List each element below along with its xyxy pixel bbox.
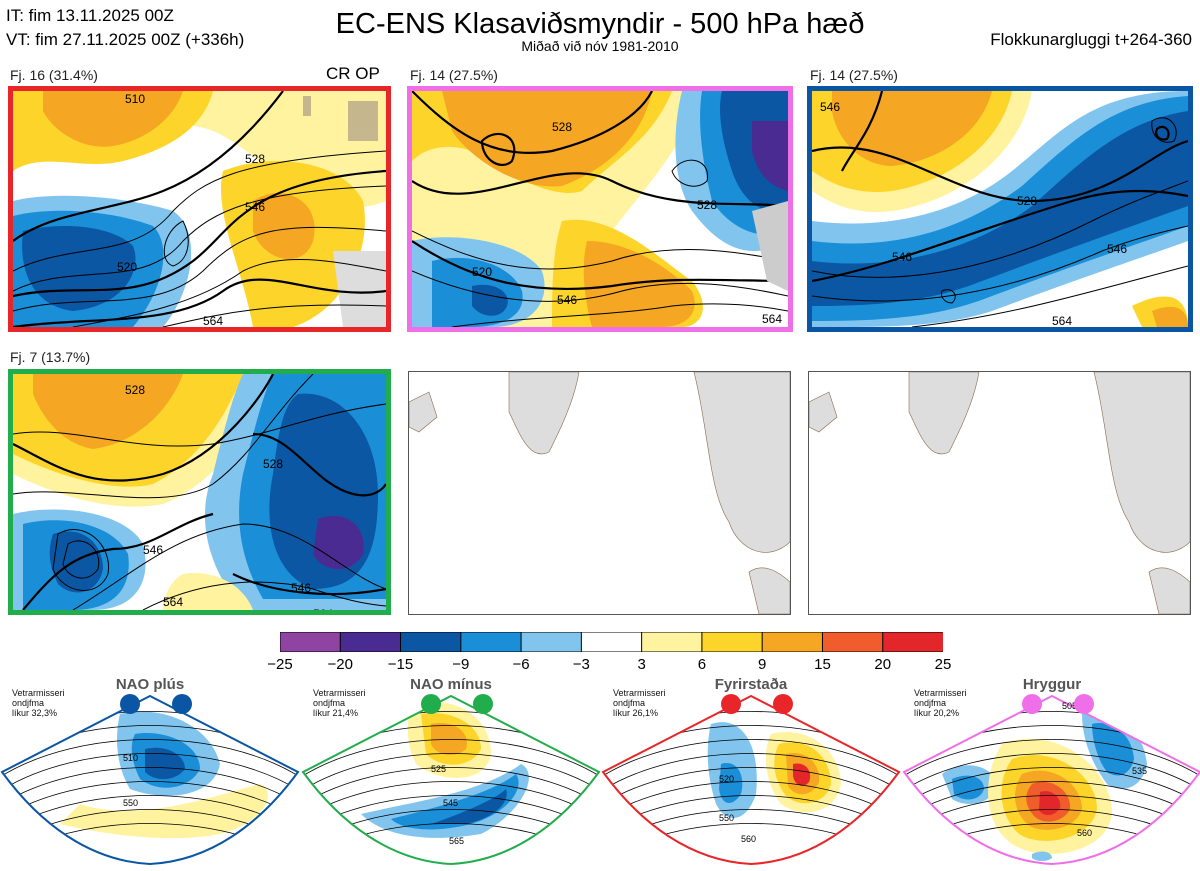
colorbar-swatch [641, 632, 703, 652]
regime-note: Vetrarmisseri ondjfma líkur 20,2% [914, 688, 967, 718]
contour-label: 520 [117, 260, 137, 274]
time-info: IT: fim 13.11.2025 00Z VT: fim 27.11.202… [6, 4, 244, 52]
colorbar-tick-label: −25 [267, 656, 293, 673]
contour-label: 528 [552, 120, 572, 134]
contour-label: 546 [820, 100, 840, 114]
cluster-2-label: Fj. 14 (27.5%) [410, 67, 498, 83]
contour-label: 565 [449, 836, 464, 846]
contour-label: 528 [245, 152, 265, 166]
contour-label: 546 [1107, 242, 1127, 256]
empty-map-panel-1 [408, 371, 791, 615]
colorbar-tick-label: 6 [697, 656, 707, 673]
initial-time: IT: fim 13.11.2025 00Z [6, 6, 174, 25]
colorbar-swatch [701, 632, 764, 652]
contour-label: 510 [123, 753, 138, 763]
regime-title: NAO mínus [410, 676, 492, 693]
colorbar [280, 632, 943, 652]
colorbar-swatch [339, 632, 402, 652]
contour-label: 560 [1077, 828, 1092, 838]
colorbar-tick-label: 15 [814, 656, 831, 673]
regime-marker-dot [721, 694, 741, 714]
contour-label: 546 [143, 543, 163, 557]
contour-label: 510 [125, 92, 145, 106]
regime-marker-dot [120, 694, 140, 714]
cluster-4-map: 528 528 546 546 564 564 [8, 369, 391, 615]
cluster-2-map: 528 528 546 520 564 [407, 86, 793, 332]
regime-map-1: 510 550 NAO plús Vetrarmisseri ondjfma líkur … [0, 676, 300, 871]
regime-note: Vetrarmisseri ondjfma líkur 21,4% [313, 688, 366, 718]
contour-label: 564 [313, 607, 333, 610]
valid-time: VT: fim 27.11.2025 00Z (+336h) [6, 30, 245, 49]
colorbar-swatch [400, 632, 462, 652]
cluster-4-label: Fj. 7 (13.7%) [10, 349, 91, 365]
regime-map-4: 505 535 560 Hryggur Vetrarmisseri ondjfma líku… [902, 676, 1200, 871]
regime-map-2: 525 545 565 NAO mínus Vetrarmisseri ondjfma lí… [301, 676, 601, 871]
regime-map-3: 520 550 560 Fyrirstaða Vetrarmisseri ondjfma l… [601, 676, 901, 871]
contour-label: 564 [1052, 314, 1072, 327]
contour-label: 546 [291, 581, 311, 595]
colorbar-tick-label: 25 [934, 656, 952, 673]
colorbar-tick-label: −20 [327, 656, 353, 673]
empty-map-panel-2 [808, 371, 1191, 615]
contour-label: 545 [443, 798, 458, 808]
regime-note: Vetrarmisseri ondjfma líkur 26,1% [613, 688, 666, 718]
colorbar-tick-label: −15 [387, 656, 414, 673]
colorbar-swatch [460, 632, 523, 652]
contour-label: 550 [719, 813, 734, 823]
contour-label: 525 [431, 764, 446, 774]
colorbar-tick-label: −9 [452, 656, 470, 673]
regime-marker-dot [773, 694, 793, 714]
contour-label: 564 [762, 312, 782, 326]
contour-label: 520 [719, 774, 734, 784]
regime-marker-dot [172, 694, 192, 714]
colorbar-tick-label: −6 [512, 656, 530, 673]
colorbar-tick-label: 20 [874, 656, 892, 673]
colorbar-swatch [580, 632, 643, 652]
contour-label: 564 [203, 314, 223, 327]
contour-label: 505 [1062, 701, 1077, 711]
regime-marker-dot [473, 694, 493, 714]
cluster-1-label: Fj. 16 (31.4%) [10, 67, 98, 83]
contour-label: 535 [1132, 766, 1147, 776]
colorbar-tick-label: 3 [637, 656, 646, 673]
regime-marker-dot [1074, 694, 1094, 714]
contour-label: 546 [245, 200, 265, 214]
regime-title: NAO plús [115, 676, 185, 693]
contour-label: 528 [125, 383, 145, 397]
page-subtitle: Miðað við nóv 1981-2010 [521, 38, 679, 54]
regime-marker-dot [421, 694, 441, 714]
colorbar-swatch [520, 632, 583, 652]
cluster-1-tag: CR OP [326, 64, 380, 83]
contour-label: 550 [123, 798, 138, 808]
contour-label: 546 [892, 250, 912, 264]
contour-label: 528 [263, 457, 283, 471]
contour-label: 564 [163, 595, 183, 609]
colorbar-tick-label: 9 [758, 656, 767, 673]
colorbar-swatch [882, 632, 943, 652]
regime-marker-dot [1022, 694, 1042, 714]
colorbar-swatch [821, 632, 884, 652]
regime-title: Hryggur [1022, 676, 1082, 693]
contour-label: 546 [557, 293, 577, 307]
colorbar-tick-label: −3 [572, 656, 590, 673]
regime-title: Fyrirstaða [714, 676, 788, 693]
cluster-1-map: 510 528 546 520 564 [8, 86, 391, 332]
colorbar-swatch [761, 632, 824, 652]
classification-window: Flokkunargluggi t+264-360 [990, 30, 1192, 49]
regime-note: Vetrarmisseri ondjfma líkur 32,3% [12, 688, 65, 718]
colorbar-swatch [280, 632, 342, 652]
page-title: EC-ENS Klasaviðsmyndir - 500 hPa hæð [335, 8, 865, 40]
cluster-3-map: 546 528 546 546 564 [807, 86, 1193, 332]
contour-label: 520 [472, 265, 492, 279]
cluster-3-label: Fj. 14 (27.5%) [810, 67, 898, 83]
contour-label: 560 [741, 834, 756, 844]
contour-label: 528 [697, 198, 717, 212]
contour-label: 528 [1017, 194, 1037, 208]
